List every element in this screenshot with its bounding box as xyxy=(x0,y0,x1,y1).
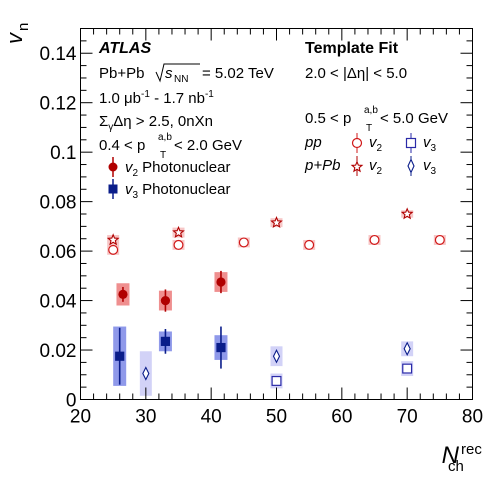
svg-text:T: T xyxy=(160,150,166,161)
data-point-filled-square xyxy=(160,336,171,346)
y-tick-label: 0 xyxy=(66,391,77,412)
svg-text:Pb+Pb: Pb+Pb xyxy=(99,65,144,82)
svg-text:= 5.02 TeV: = 5.02 TeV xyxy=(202,65,274,82)
data-point-open-circle xyxy=(304,239,315,250)
legend-marker-open-square xyxy=(405,137,417,149)
legend-ppb-row: p+Pb v2 v3 xyxy=(304,156,437,177)
series-pp_v3 xyxy=(271,363,413,386)
legend-pp-v2: v2 xyxy=(369,134,383,154)
data-point-open-star xyxy=(270,215,283,229)
data-point-open-square xyxy=(402,363,413,374)
data-point-filled-circle xyxy=(118,289,128,299)
x-tick-label: 30 xyxy=(135,407,156,428)
series-pp_v2 xyxy=(108,234,445,255)
data-point-open-diamond xyxy=(403,341,411,357)
data-point-open-circle xyxy=(238,237,249,248)
series-pnuc_v2 xyxy=(118,270,226,312)
svg-text:< 5.0 GeV: < 5.0 GeV xyxy=(380,110,448,127)
legend-marker-open-circle xyxy=(351,137,363,149)
legend-marker-filled-circle xyxy=(108,162,118,172)
svg-text:a,b: a,b xyxy=(158,132,172,143)
data-point-filled-circle xyxy=(160,295,171,306)
series-pnuc_v3 xyxy=(115,326,226,385)
x-tick-label: 70 xyxy=(397,407,418,428)
svg-text:ΣγΔη > 2.5, 0nXn: ΣγΔη > 2.5, 0nXn xyxy=(99,113,213,133)
svg-text:s: s xyxy=(165,65,173,82)
legend-ppb-label: p+Pb xyxy=(304,157,340,174)
data-point-open-circle xyxy=(434,234,445,245)
series-ppb_v3 xyxy=(142,341,411,381)
data-markers xyxy=(106,207,445,386)
x-axis-title: N xyxy=(442,442,460,469)
data-point-open-circle xyxy=(108,244,119,255)
data-point-filled-square xyxy=(216,342,226,353)
x-axis-title-sup: rec xyxy=(461,441,482,458)
template-fit-label: Template Fit xyxy=(305,40,399,57)
data-point-open-circle xyxy=(369,234,380,245)
data-layer xyxy=(106,207,446,396)
pt-range-right: 0.5 < p a,b T < 5.0 GeV xyxy=(305,105,448,134)
legend-photonuclear-v2: v2 Photonuclear xyxy=(108,157,230,179)
data-point-open-star xyxy=(106,233,120,246)
legend-pp-v3: v3 xyxy=(423,134,437,154)
luminosity-label: 1.0 μb-1 - 1.7 nb-1 xyxy=(99,89,214,107)
x-tick-label: 60 xyxy=(331,407,352,428)
y-tick-label: 0.04 xyxy=(40,292,77,313)
atlas-label: ATLAS xyxy=(98,40,151,57)
tick-layer: 20 30 40 50 60 70 80 0 0.02 0.04 0.06 0.08 0.1 0.12 0.… xyxy=(40,28,483,428)
x-axis-title-sub: ch xyxy=(448,458,464,475)
data-point-open-diamond xyxy=(272,348,281,364)
gap-selection-label: ΣγΔη > 2.5, 0nXn xyxy=(99,113,213,133)
x-tick-label: 80 xyxy=(462,407,483,428)
legend-pp-label: pp xyxy=(304,134,322,151)
svg-text:1.0 μb-1 - 1.7 nb-1: 1.0 μb-1 - 1.7 nb-1 xyxy=(99,89,214,107)
legend-pp-row: pp v2 v3 xyxy=(304,133,437,154)
svg-text:0.5 < p: 0.5 < p xyxy=(305,110,351,127)
data-point-filled-circle xyxy=(216,277,226,287)
y-tick-label: 0.1 xyxy=(50,143,76,164)
delta-eta-label: 2.0 < |Δη| < 5.0 xyxy=(305,65,407,82)
legend-photonuclear-v3: v3 Photonuclear xyxy=(108,179,230,201)
sqrt-symbol xyxy=(155,63,200,83)
y-axis-title: v n xyxy=(2,23,32,44)
svg-text:n: n xyxy=(15,23,32,31)
data-point-open-square xyxy=(271,375,282,386)
x-tick-label: 20 xyxy=(70,407,91,428)
pt-range-left: 0.4 < p a,b T < 2.0 GeV xyxy=(99,132,242,161)
data-point-open-star xyxy=(172,225,185,238)
legend-ppb-v2: v2 xyxy=(369,157,383,177)
legend-ppb-v3: v3 xyxy=(423,157,437,177)
svg-text:a,b: a,b xyxy=(364,105,378,116)
y-tick-label: 0.08 xyxy=(40,193,77,214)
data-point-filled-square xyxy=(115,351,125,361)
svg-text:< 2.0 GeV: < 2.0 GeV xyxy=(174,137,242,154)
x-tick-label: 50 xyxy=(266,407,287,428)
legend-marker-open-diamond xyxy=(407,158,415,174)
y-tick-label: 0.12 xyxy=(40,94,77,115)
svg-text:0.4 < p: 0.4 < p xyxy=(99,137,145,154)
legend-marker-filled-square xyxy=(108,184,118,194)
svg-text:T: T xyxy=(366,123,372,134)
y-tick-label: 0.14 xyxy=(40,44,77,65)
svg-text:NN: NN xyxy=(174,74,188,85)
y-tick-label: 0.02 xyxy=(40,341,77,362)
data-point-open-star xyxy=(400,207,414,220)
legend-marker-open-star xyxy=(350,160,364,173)
svg-text:v: v xyxy=(2,31,27,44)
data-point-open-circle xyxy=(173,239,184,250)
energy-label: Pb+Pb s NN = 5.02 TeV xyxy=(99,63,274,85)
x-tick-label: 40 xyxy=(201,407,222,428)
y-tick-label: 0.06 xyxy=(40,242,77,263)
series-ppb_v2 xyxy=(106,207,414,246)
data-point-open-diamond xyxy=(142,366,150,381)
